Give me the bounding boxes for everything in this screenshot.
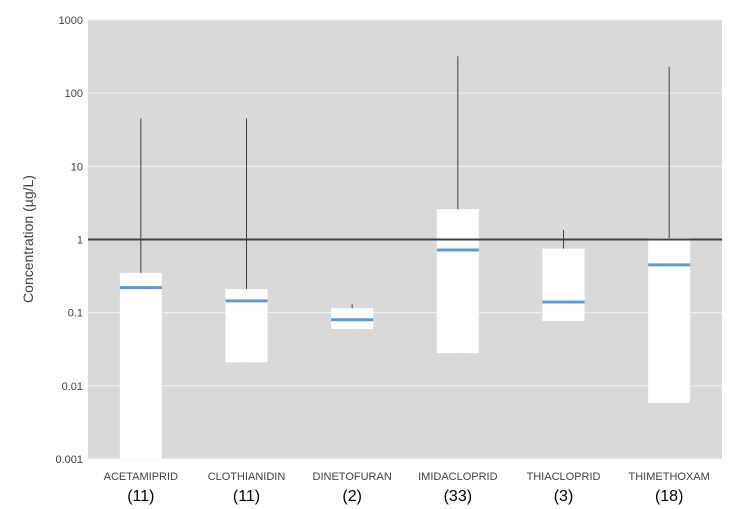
count-label: (2) bbox=[342, 488, 362, 505]
y-tick-label: 10 bbox=[71, 161, 83, 173]
box bbox=[119, 272, 162, 459]
y-tick-label: 1 bbox=[77, 235, 83, 247]
y-tick-label: 0.1 bbox=[68, 308, 83, 320]
count-label: (18) bbox=[655, 488, 683, 505]
category-label: IMIDACLOPRID bbox=[418, 471, 498, 483]
category-label: THIMETHOXAM bbox=[629, 471, 710, 483]
box bbox=[542, 248, 585, 321]
y-axis-ticks: 0.001 0.01 0.1 1 10 100 1000 bbox=[55, 15, 83, 466]
count-label: (11) bbox=[233, 488, 260, 505]
medians bbox=[119, 248, 691, 322]
boxes bbox=[119, 209, 691, 459]
count-label: (3) bbox=[554, 488, 574, 505]
category-label: THIACLOPRID bbox=[527, 471, 601, 483]
y-tick-label: 100 bbox=[65, 88, 83, 100]
y-tick-label: 0.001 bbox=[55, 454, 83, 466]
box bbox=[436, 209, 479, 354]
category-label: ACETAMIPRID bbox=[104, 471, 178, 483]
count-label: (33) bbox=[444, 488, 472, 505]
x-axis-labels: ACETAMIPRID (11) CLOTHIANIDIN (11) DINETOFUR… bbox=[104, 471, 710, 505]
count-label: (11) bbox=[127, 488, 154, 505]
y-axis-label: Concentration (µg/L) bbox=[20, 175, 36, 303]
category-label: DINETOFURAN bbox=[313, 471, 392, 483]
category-label: CLOTHIANIDIN bbox=[208, 471, 286, 483]
box bbox=[648, 237, 691, 404]
y-tick-label: 1000 bbox=[59, 15, 83, 27]
y-tick-label: 0.01 bbox=[62, 381, 83, 393]
